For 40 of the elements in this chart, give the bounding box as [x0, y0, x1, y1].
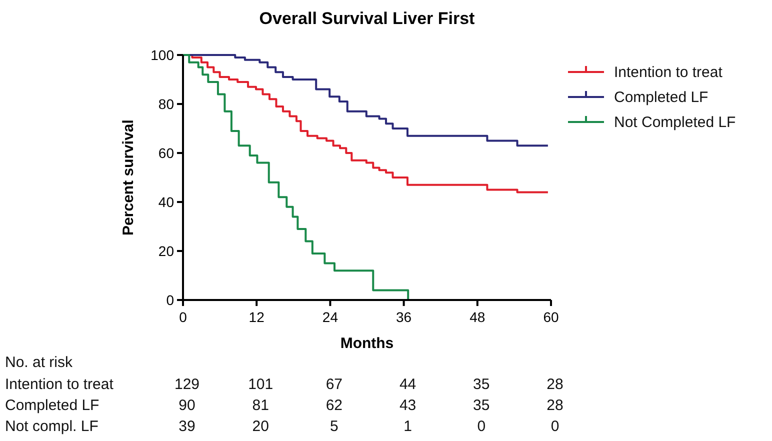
- chart-title: Overall Survival Liver First: [259, 9, 476, 28]
- legend-label: Completed LF: [614, 89, 708, 106]
- text: Intention to treat: [5, 376, 114, 393]
- text: 28: [546, 397, 564, 414]
- y-tick-label: 0: [166, 292, 174, 308]
- x-tick-label: 12: [248, 309, 265, 325]
- x-tick-label: 48: [470, 309, 486, 325]
- text: 81: [252, 397, 269, 414]
- text: 129: [174, 376, 200, 393]
- y-tick-label: 40: [158, 194, 174, 210]
- text: No. at risk: [5, 354, 74, 371]
- text: 39: [178, 418, 196, 435]
- text: 35: [473, 376, 490, 393]
- text: 90: [178, 397, 196, 414]
- text: 20: [252, 418, 269, 435]
- text: 35: [473, 397, 490, 414]
- text: 0: [477, 418, 486, 435]
- y-tick-label: 20: [158, 243, 174, 259]
- y-tick-label: 60: [158, 145, 174, 161]
- text: Not compl. LF: [5, 418, 98, 435]
- x-tick-label: 0: [179, 309, 188, 325]
- text: 28: [546, 376, 564, 393]
- text: 1: [404, 418, 412, 435]
- x-tick-label: 60: [543, 309, 559, 325]
- text: 43: [399, 397, 416, 414]
- legend-label: Intention to treat: [614, 64, 724, 81]
- text: 44: [399, 376, 416, 393]
- x-axis-title: Months: [340, 335, 394, 352]
- y-axis-title: Percent survival: [120, 120, 137, 236]
- text: 62: [326, 397, 343, 414]
- text: 5: [330, 418, 338, 435]
- text: 0: [550, 418, 560, 435]
- text: 101: [248, 376, 274, 393]
- text: Completed LF: [5, 397, 100, 414]
- x-tick-label: 36: [396, 309, 412, 325]
- text: 67: [326, 376, 343, 393]
- y-tick-label: 100: [150, 47, 174, 63]
- legend-label: Not Completed LF: [614, 114, 736, 131]
- x-tick-label: 24: [322, 309, 338, 325]
- y-tick-label: 80: [158, 96, 174, 112]
